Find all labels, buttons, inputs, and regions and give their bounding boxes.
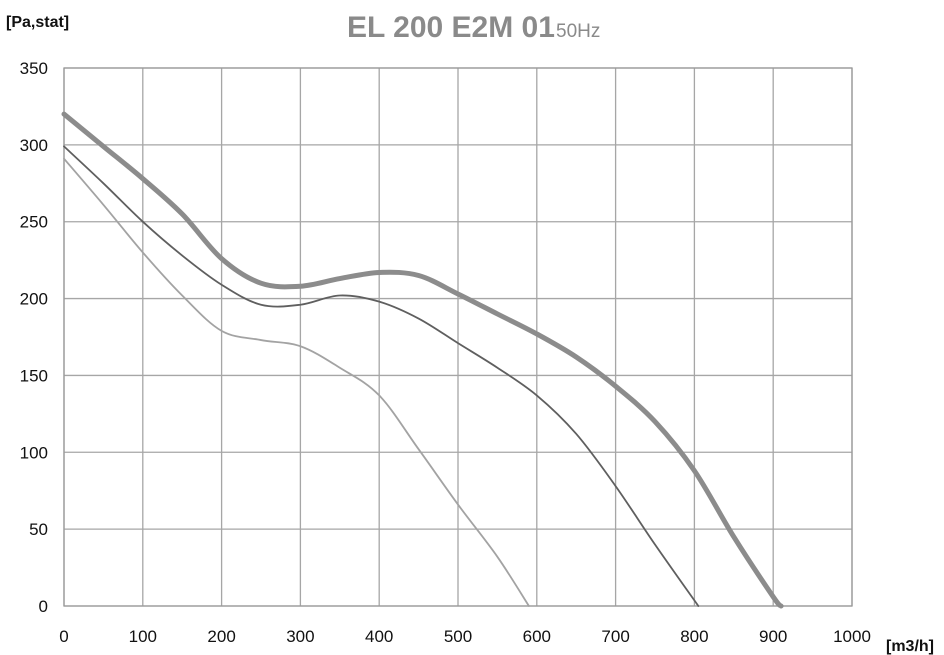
series-line-1 xyxy=(61,111,784,609)
chart-subtitle: 50Hz xyxy=(556,21,600,42)
x-tick-label: 1000 xyxy=(833,627,871,646)
x-tick-label: 600 xyxy=(523,627,551,646)
x-tick-label: 500 xyxy=(444,627,472,646)
x-tick-label: 200 xyxy=(207,627,235,646)
y-axis-label: [Pa,stat] xyxy=(6,14,69,31)
series-line-2 xyxy=(63,145,700,607)
x-tick-label: 0 xyxy=(59,627,68,646)
x-tick-label: 400 xyxy=(365,627,393,646)
y-tick-label: 0 xyxy=(39,597,48,616)
x-tick-label: 700 xyxy=(601,627,629,646)
y-tick-label: 300 xyxy=(20,136,48,155)
y-tick-label: 350 xyxy=(20,59,48,78)
series-lines xyxy=(61,111,784,609)
y-tick-label: 150 xyxy=(20,366,48,385)
y-tick-label: 100 xyxy=(20,443,48,462)
plot-frame xyxy=(63,67,853,607)
y-tick-label: 50 xyxy=(29,520,48,539)
series-line-3 xyxy=(63,157,530,607)
x-tick-label: 100 xyxy=(129,627,157,646)
x-tick-label: 800 xyxy=(680,627,708,646)
x-axis-label: [m3/h] xyxy=(886,638,934,655)
grid xyxy=(63,67,853,607)
x-tick-label: 900 xyxy=(759,627,787,646)
y-tick-label: 250 xyxy=(20,213,48,232)
chart-title: EL 200 E2M 01 xyxy=(347,11,555,44)
y-tick-label: 200 xyxy=(20,290,48,309)
tick-labels: 0 100 200 300 400 500 600 700 800 900 1000 0 50 100 15… xyxy=(20,59,871,646)
x-tick-label: 300 xyxy=(286,627,314,646)
